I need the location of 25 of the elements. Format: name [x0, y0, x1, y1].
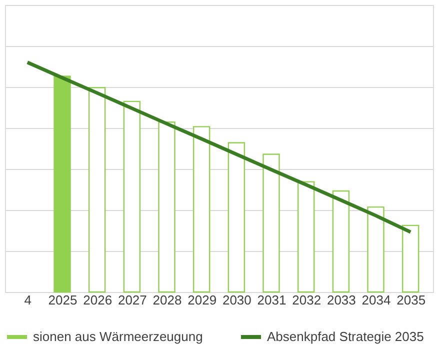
bar [158, 121, 176, 293]
bar [88, 87, 106, 293]
x-tick-label: 2030 [222, 292, 252, 308]
bar [192, 126, 210, 293]
bar [367, 206, 384, 293]
bar [123, 100, 141, 293]
x-tick-label: 4 [24, 292, 32, 308]
x-tick-label: 2027 [118, 292, 147, 308]
legend-label: sionen aus Wärmeerzeugung [33, 329, 203, 344]
x-tick-label: 2025 [48, 292, 78, 308]
x-tick-label: 2034 [362, 292, 391, 308]
x-tick-label: 2026 [83, 292, 112, 308]
bar [262, 154, 280, 293]
bar [228, 142, 246, 293]
bar [402, 224, 420, 293]
x-tick-label: 2031 [257, 292, 286, 308]
bar [332, 190, 350, 293]
bar [54, 76, 71, 293]
bar [297, 181, 315, 293]
x-tick-label: 2033 [326, 292, 356, 308]
x-tick-label: 2032 [292, 292, 322, 308]
x-tick-label: 2035 [396, 292, 426, 308]
legend-label: Absenkpfad Strategie 2035 [267, 329, 424, 344]
x-tick-label: 2029 [188, 292, 217, 308]
x-tick-label: 2028 [152, 292, 182, 308]
